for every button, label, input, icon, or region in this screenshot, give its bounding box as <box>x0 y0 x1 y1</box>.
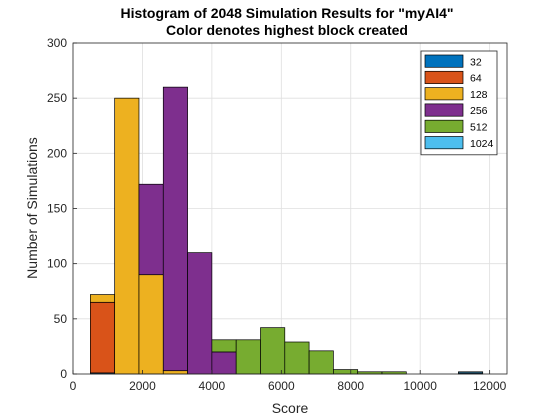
y-tick-label: 50 <box>54 312 68 326</box>
histogram-bar-512 <box>308 350 334 375</box>
histogram-bar-512 <box>235 339 261 375</box>
x-axis-label: Score <box>272 400 309 416</box>
x-tick-label: 10000 <box>404 379 438 393</box>
histogram-bar-512 <box>333 369 359 375</box>
x-tick-label: 2000 <box>129 379 156 393</box>
y-tick-label: 250 <box>47 91 67 105</box>
x-tick-label: 0 <box>70 379 77 393</box>
histogram-bar-128 <box>114 97 140 375</box>
x-tick-label: 8000 <box>337 379 364 393</box>
histogram-bar-512 <box>211 339 237 353</box>
histogram-bars <box>90 86 484 375</box>
legend-label: 32 <box>470 56 482 68</box>
legend-label: 256 <box>470 105 488 117</box>
y-axis-label: Number of Simulations <box>24 137 40 279</box>
histogram-bar-256 <box>162 86 188 372</box>
y-tick-label: 300 <box>47 36 67 50</box>
x-tick-label: 6000 <box>268 379 295 393</box>
legend-label: 1024 <box>470 138 494 150</box>
legend-swatch-512 <box>424 119 464 133</box>
legend-label: 128 <box>470 89 488 101</box>
y-tick-label: 200 <box>47 146 67 160</box>
legend-swatch-128 <box>424 87 464 101</box>
histogram-bar-128 <box>162 370 188 375</box>
legend: 32 64 128 256 512 1024 <box>420 50 498 156</box>
legend-label: 64 <box>470 73 482 85</box>
legend-label: 512 <box>470 122 488 134</box>
histogram-bar-512 <box>284 341 310 375</box>
histogram-bar-256 <box>187 252 213 375</box>
y-tick-label: 150 <box>47 202 67 216</box>
legend-swatch-32 <box>424 54 464 68</box>
x-tick-label: 4000 <box>199 379 226 393</box>
chart-title: Histogram of 2048 Simulation Results for… <box>120 5 453 21</box>
y-tick-label: 0 <box>60 367 67 381</box>
y-tick-label: 100 <box>47 257 67 271</box>
axis-ticks: 0 2000 4000 6000 8000 10000 12000 0 50 100 150 200 2… <box>47 36 507 393</box>
chart-subtitle: Color denotes highest block created <box>166 22 408 38</box>
histogram-bar-512 <box>260 327 286 375</box>
histogram-bar-64 <box>90 301 116 374</box>
legend-swatch-256 <box>424 103 464 117</box>
x-tick-label: 12000 <box>473 379 507 393</box>
legend-swatch-64 <box>424 70 464 84</box>
histogram-bar-128 <box>138 274 164 375</box>
histogram-bar-128 <box>90 294 116 303</box>
histogram-bar-256 <box>211 351 237 375</box>
legend-swatch-1024 <box>424 136 464 150</box>
histogram-bar-1024 <box>458 371 484 374</box>
histogram-bar-256 <box>138 183 164 276</box>
